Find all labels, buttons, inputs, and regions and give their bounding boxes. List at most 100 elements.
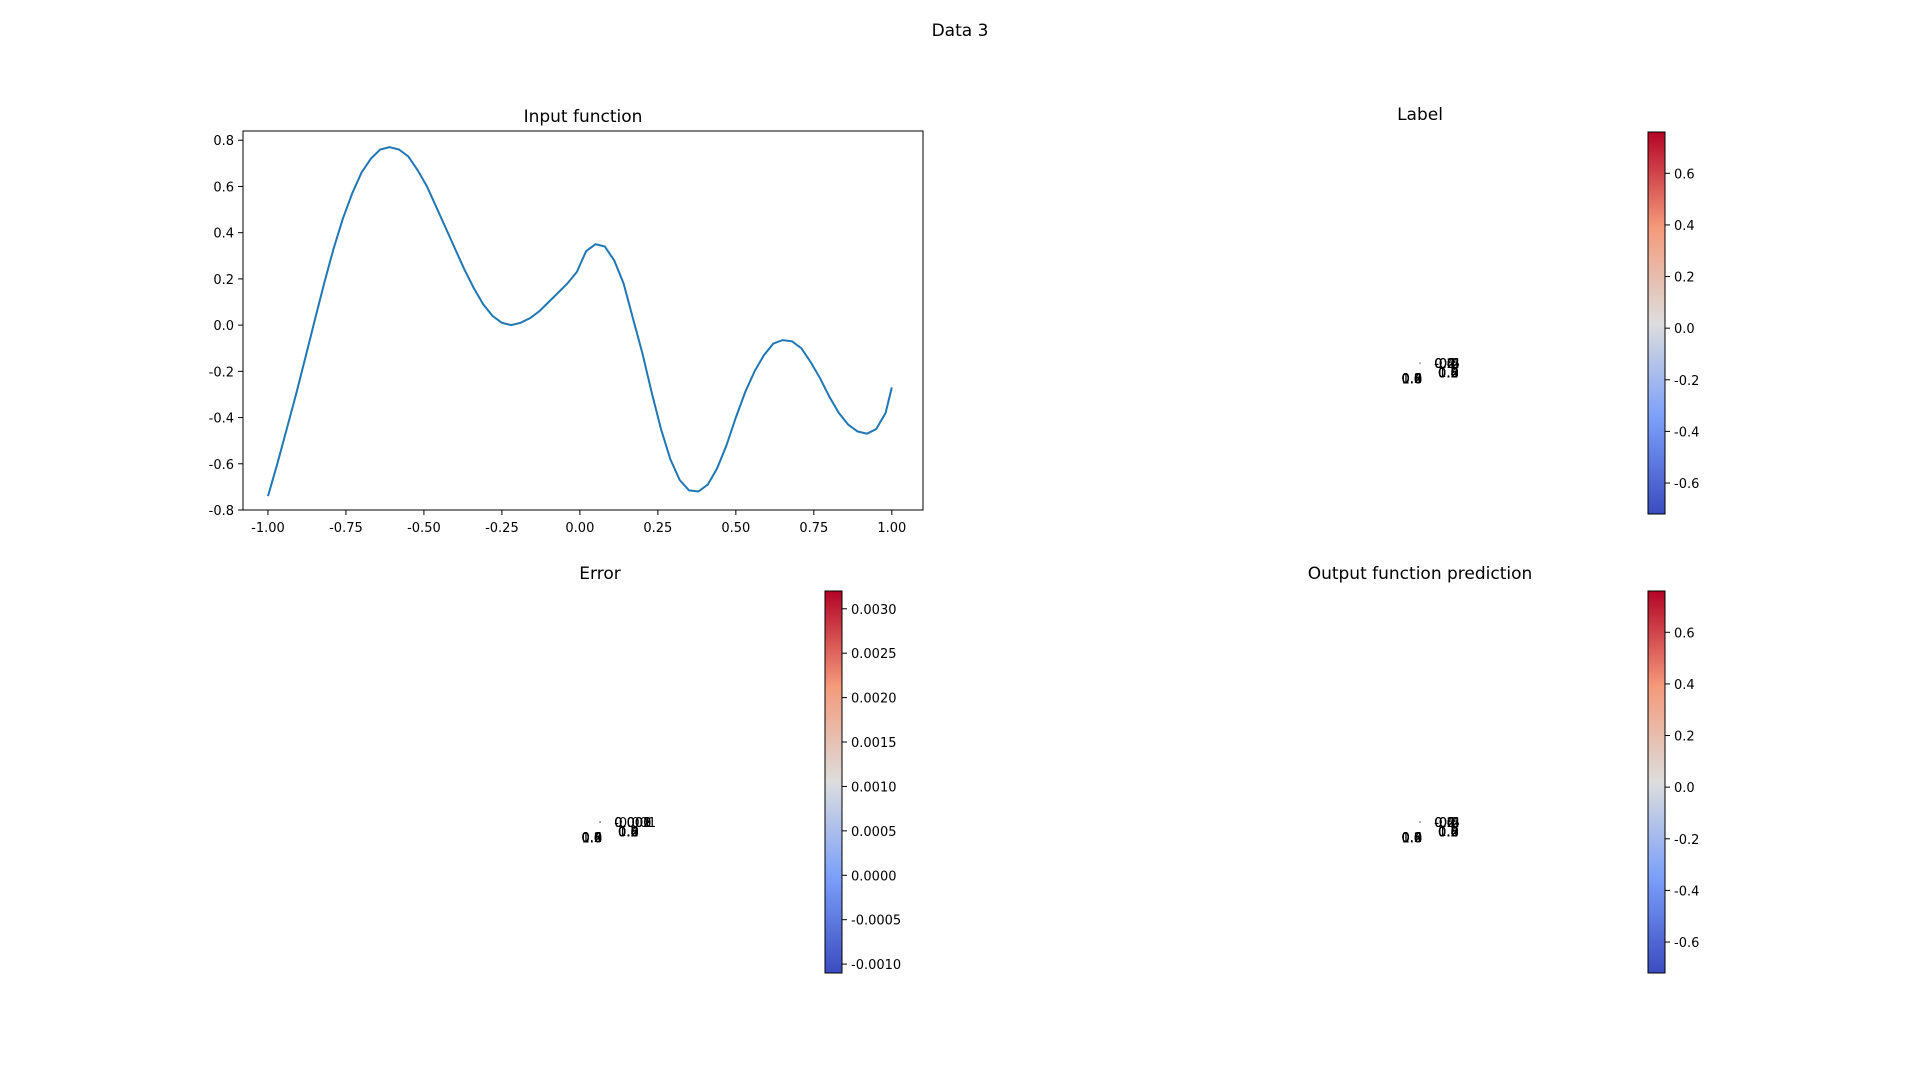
output-function-prediction-panel: Output function prediction0.00.20.40.60.… bbox=[1308, 564, 1699, 974]
y-tick-label: -0.4 bbox=[209, 412, 234, 427]
prediction-colorbar-tick-label: -0.2 bbox=[1674, 833, 1699, 848]
error-z-tick-label: -0.001 bbox=[614, 816, 656, 831]
error-x-tick-label: 0.0 bbox=[581, 831, 602, 846]
label-colorbar-tick-label: 0.2 bbox=[1674, 271, 1695, 286]
error-colorbar-tick-label: 0.0010 bbox=[851, 780, 897, 795]
input-function-panel: Input function -1.00 -0.75 -0.50 -0.25 0.00 0.… bbox=[209, 107, 924, 536]
prediction-colorbar-tick-label: 0.6 bbox=[1674, 626, 1695, 641]
label-colorbar bbox=[1647, 131, 1666, 515]
prediction-colorbar-tick-label: 0.2 bbox=[1674, 730, 1695, 745]
label-colorbar-tick-label: 0.0 bbox=[1674, 322, 1695, 337]
error-colorbar bbox=[824, 590, 843, 974]
prediction-colorbar bbox=[1647, 590, 1666, 974]
label-z-tick-label: -0.6 bbox=[1434, 357, 1459, 372]
x-tick-label: 0.25 bbox=[643, 521, 672, 536]
x-tick-label: 0.75 bbox=[799, 521, 828, 536]
error-colorbar-tick-label: 0.0025 bbox=[851, 647, 897, 662]
prediction-title: Output function prediction bbox=[1308, 564, 1533, 584]
error-x-tick-label: 0.2 bbox=[581, 831, 602, 846]
label-x-tick-label: 0.4 bbox=[1401, 372, 1422, 387]
prediction-x-tick-label: 0.8 bbox=[1402, 831, 1423, 846]
y-tick-label: 0.4 bbox=[213, 227, 234, 242]
figure-title: Data 3 bbox=[932, 21, 989, 41]
prediction-colorbar-tick-label: 0.4 bbox=[1674, 678, 1695, 693]
x-tick-label: -1.00 bbox=[251, 521, 285, 536]
error-title: Error bbox=[579, 564, 620, 584]
error-y-tick-label: 0.4 bbox=[618, 825, 639, 840]
label-colorbar-tick-label: 0.6 bbox=[1674, 167, 1695, 182]
error-z-tick-label: 0.001 bbox=[614, 816, 651, 831]
label-x-tick-label: 0.2 bbox=[1401, 372, 1422, 387]
prediction-colorbar-tick-label: -0.4 bbox=[1674, 884, 1699, 899]
input-function-frame bbox=[242, 130, 924, 511]
label-z-tick-label: 0.6 bbox=[1434, 357, 1455, 372]
prediction-x-tick-label: 0.0 bbox=[1401, 831, 1422, 846]
label-colorbar-tick-label: 0.4 bbox=[1674, 219, 1695, 234]
label-z-tick-label: -0.2 bbox=[1434, 357, 1459, 372]
prediction-y-tick-label: 0.6 bbox=[1438, 825, 1459, 840]
error-colorbar-tick-label: 0.0020 bbox=[851, 692, 897, 707]
prediction-z-tick-label: -0.6 bbox=[1434, 816, 1459, 831]
x-tick-label: -0.50 bbox=[407, 521, 441, 536]
error-z-tick-label: 0.002 bbox=[614, 816, 651, 831]
label-x-tick-label: 0.0 bbox=[1401, 372, 1422, 387]
prediction-z-tick-label: 0.0 bbox=[1434, 816, 1455, 831]
label-y-tick-label: 0.4 bbox=[1438, 366, 1459, 381]
error-x-tick-label: 0.4 bbox=[581, 831, 602, 846]
prediction-x-tick-label: 0.4 bbox=[1401, 831, 1422, 846]
label-title: Label bbox=[1397, 105, 1443, 125]
label-z-tick-label: -0.4 bbox=[1434, 357, 1459, 372]
error-y-tick-label: 0.8 bbox=[618, 825, 639, 840]
prediction-y-tick-label: 0.8 bbox=[1438, 825, 1459, 840]
label-y-tick-label: 1.0 bbox=[1438, 366, 1459, 381]
error-x-tick-label: 0.6 bbox=[582, 831, 603, 846]
prediction-z-tick-label: -0.2 bbox=[1434, 816, 1459, 831]
error-colorbar-tick-label: 0.0000 bbox=[851, 869, 897, 884]
label-x-tick-label: 0.8 bbox=[1402, 372, 1423, 387]
prediction-x-tick-label: 0.6 bbox=[1402, 831, 1423, 846]
error-y-tick-label: 0.6 bbox=[618, 825, 639, 840]
y-tick-label: 0.0 bbox=[213, 319, 234, 334]
error-colorbar-tick-label: -0.0005 bbox=[851, 914, 901, 929]
y-tick-label: 0.6 bbox=[213, 180, 234, 195]
label-y-tick-label: 0.2 bbox=[1438, 366, 1459, 381]
error-z-tick-label: 0.003 bbox=[614, 816, 651, 831]
x-tick-label: 1.00 bbox=[877, 521, 906, 536]
y-tick-label: -0.2 bbox=[209, 365, 234, 380]
y-tick-label: -0.8 bbox=[209, 504, 234, 519]
y-tick-label: -0.6 bbox=[209, 458, 234, 473]
prediction-colorbar-tick-label: 0.0 bbox=[1674, 781, 1695, 796]
error-colorbar-tick-label: 0.0005 bbox=[851, 825, 897, 840]
error-x-tick-label: 1.0 bbox=[582, 831, 603, 846]
label-x-tick-label: 1.0 bbox=[1402, 372, 1423, 387]
y-tick-label: 0.8 bbox=[213, 134, 234, 149]
prediction-x-tick-label: 0.2 bbox=[1401, 831, 1422, 846]
x-tick-label: 0.50 bbox=[721, 521, 750, 536]
label-colorbar-tick-label: -0.6 bbox=[1674, 477, 1699, 492]
label-y-tick-label: 0.6 bbox=[1438, 366, 1459, 381]
error-y-tick-label: 1.0 bbox=[618, 825, 639, 840]
label-z-tick-label: 0.4 bbox=[1434, 357, 1455, 372]
label-y-tick-label: 0.0 bbox=[1438, 366, 1459, 381]
prediction-z-tick-label: 0.6 bbox=[1434, 816, 1455, 831]
x-tick-label: 0.00 bbox=[565, 521, 594, 536]
label-z-tick-label: 0.2 bbox=[1434, 357, 1455, 372]
prediction-x-tick-label: 1.0 bbox=[1402, 831, 1423, 846]
y-tick-label: 0.2 bbox=[213, 273, 234, 288]
prediction-z-tick-label: 0.4 bbox=[1434, 816, 1455, 831]
prediction-y-tick-label: 0.0 bbox=[1438, 825, 1459, 840]
error-z-tick-label: 0.000 bbox=[614, 816, 651, 831]
prediction-colorbar-tick-label: -0.6 bbox=[1674, 936, 1699, 951]
error-y-tick-label: 0.2 bbox=[618, 825, 639, 840]
error-y-tick-label: 0.0 bbox=[618, 825, 639, 840]
error-colorbar-tick-label: 0.0015 bbox=[851, 736, 897, 751]
error-colorbar-tick-label: 0.0030 bbox=[851, 603, 897, 618]
label-colorbar-tick-label: -0.4 bbox=[1674, 425, 1699, 440]
label-colorbar-tick-label: -0.2 bbox=[1674, 374, 1699, 389]
error-colorbar-tick-label: -0.0010 bbox=[851, 958, 901, 973]
series-line bbox=[267, 146, 893, 497]
x-tick-label: -0.75 bbox=[329, 521, 363, 536]
